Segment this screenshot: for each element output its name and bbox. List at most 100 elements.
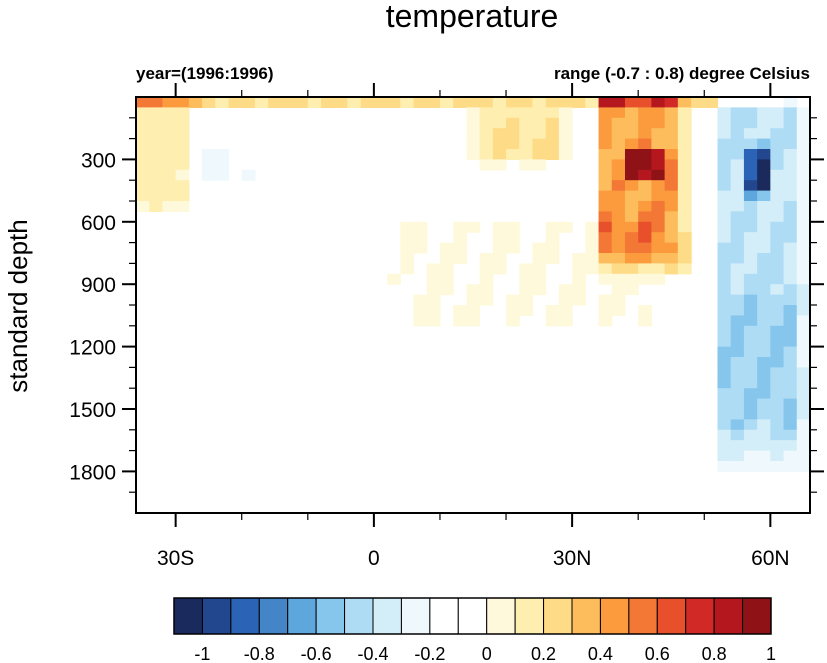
heatmap-cell bbox=[783, 159, 798, 171]
heatmap-cell bbox=[572, 284, 586, 296]
heatmap-cell bbox=[783, 107, 798, 119]
heatmap-cell bbox=[492, 117, 507, 129]
heatmap-cell bbox=[532, 117, 547, 129]
heatmap-cell bbox=[770, 440, 785, 452]
heatmap-cell bbox=[757, 336, 771, 348]
heatmap-cell bbox=[770, 201, 785, 212]
heatmap-cell bbox=[149, 201, 164, 212]
heatmap-cell bbox=[796, 211, 811, 223]
heatmap-cell bbox=[334, 97, 349, 108]
heatmap-cell bbox=[677, 211, 692, 223]
heatmap-cell bbox=[757, 315, 771, 327]
heatmap-cell bbox=[743, 242, 758, 254]
heatmap-cell bbox=[757, 284, 771, 296]
y-axis-label: standard depth bbox=[3, 219, 33, 392]
heatmap-cell bbox=[149, 169, 164, 181]
heatmap-cell bbox=[717, 294, 732, 306]
heatmap-cell bbox=[770, 409, 785, 420]
heatmap-cell bbox=[545, 253, 560, 264]
heatmap-cell bbox=[215, 97, 230, 108]
heatmap-cell bbox=[598, 107, 613, 119]
heatmap-cell bbox=[691, 97, 705, 108]
y-tick-label: 1200 bbox=[69, 337, 116, 360]
heatmap-cell bbox=[757, 221, 771, 233]
heatmap-cell bbox=[717, 273, 732, 285]
heatmap-cell bbox=[796, 346, 811, 358]
heatmap-cell bbox=[730, 232, 745, 244]
x-tick-label: 30S bbox=[157, 547, 194, 570]
heatmap-cell bbox=[717, 409, 732, 420]
heatmap-cell bbox=[770, 232, 785, 244]
heatmap-cell bbox=[624, 169, 639, 181]
heatmap-cell bbox=[651, 242, 666, 254]
heatmap-cell bbox=[453, 97, 467, 108]
heatmap-cell bbox=[466, 315, 481, 327]
heatmap-cell bbox=[717, 138, 732, 150]
heatmap-cell bbox=[796, 440, 811, 452]
x-tick-label: 30N bbox=[553, 547, 592, 570]
heatmap-cell bbox=[400, 253, 415, 264]
heatmap-cell bbox=[532, 253, 547, 264]
heatmap-cell bbox=[664, 107, 679, 119]
heatmap-cell bbox=[572, 253, 586, 264]
colorbar-swatch bbox=[571, 597, 601, 635]
heatmap-cell bbox=[175, 149, 190, 160]
heatmap-cell bbox=[743, 128, 758, 140]
heatmap-cell bbox=[175, 138, 190, 150]
heatmap-cell bbox=[638, 305, 653, 316]
heatmap-cell bbox=[677, 97, 692, 108]
heatmap-cell bbox=[413, 97, 428, 108]
heatmap-cell bbox=[757, 388, 771, 400]
heatmap-cell bbox=[770, 315, 785, 327]
heatmap-cell bbox=[770, 284, 785, 296]
heatmap-cell bbox=[770, 117, 785, 129]
heatmap-cell bbox=[519, 294, 534, 306]
heatmap-cell bbox=[611, 97, 626, 108]
heatmap-cell bbox=[743, 461, 758, 472]
heatmap-cell bbox=[585, 242, 600, 254]
heatmap-cell bbox=[770, 294, 785, 306]
colorbar-swatch bbox=[656, 597, 687, 635]
heatmap-cell bbox=[624, 117, 639, 129]
heatmap-cell bbox=[413, 305, 428, 316]
heatmap-cell bbox=[149, 149, 164, 160]
colorbar: -1 -0.8 -0.6 -0.4 -0.2 0 0.2 0.4 0.6 0.8 1 bbox=[173, 597, 776, 663]
heatmap-cell bbox=[677, 180, 692, 192]
heatmap-cell bbox=[624, 263, 639, 275]
colorbar-label: -0.6 bbox=[301, 644, 332, 663]
heatmap-cell bbox=[611, 201, 626, 212]
heatmap-cell bbox=[743, 398, 758, 410]
heatmap-cell bbox=[757, 180, 771, 192]
heatmap-cell bbox=[611, 117, 626, 129]
heatmap-cell bbox=[624, 232, 639, 244]
heatmap-cell bbox=[479, 273, 494, 285]
heatmap-cell bbox=[558, 107, 573, 119]
heatmap-cell bbox=[651, 221, 666, 233]
heatmap-cell bbox=[598, 232, 613, 244]
heatmap-cell bbox=[466, 128, 481, 140]
heatmap-cell bbox=[743, 429, 758, 441]
heatmap-cell bbox=[506, 117, 520, 129]
heatmap-cell bbox=[149, 138, 164, 150]
heatmap-cell bbox=[677, 263, 692, 275]
heatmap-cell bbox=[175, 201, 190, 212]
heatmap-cell bbox=[743, 284, 758, 296]
heatmap-cell bbox=[638, 211, 653, 223]
heatmap-cell bbox=[624, 242, 639, 254]
heatmap-cell bbox=[770, 450, 785, 462]
axes bbox=[122, 83, 824, 527]
heatmap-cell bbox=[492, 149, 507, 160]
heatmap-cell bbox=[136, 128, 150, 140]
heatmap-cell bbox=[783, 398, 798, 410]
heatmap-cell bbox=[545, 117, 560, 129]
heatmap-cell bbox=[783, 201, 798, 212]
heatmap-cell bbox=[492, 128, 507, 140]
heatmap-cell bbox=[479, 294, 494, 306]
heatmap-cell bbox=[651, 263, 666, 275]
heatmap-cell bbox=[757, 294, 771, 306]
heatmap-cell bbox=[545, 138, 560, 150]
heatmap-cell bbox=[162, 149, 177, 160]
heatmap-cell bbox=[743, 440, 758, 452]
heatmap-cell bbox=[149, 107, 164, 119]
y-tick-label: 600 bbox=[81, 212, 116, 235]
